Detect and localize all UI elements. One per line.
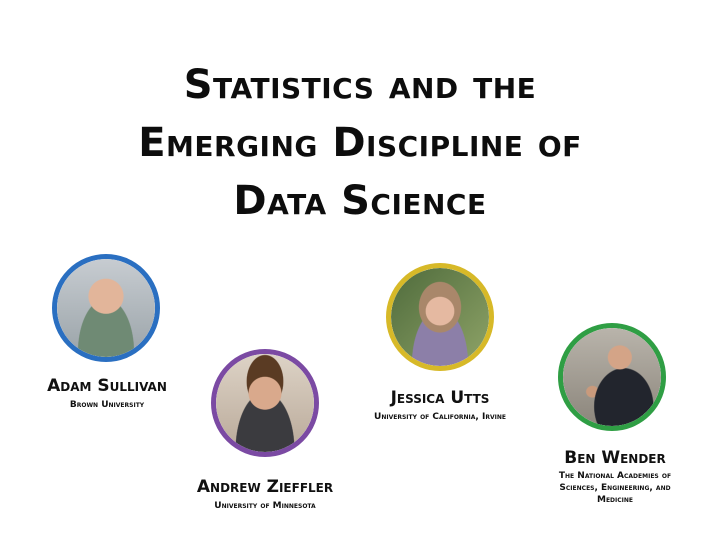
affiliation-line: Medicine	[596, 495, 634, 505]
speaker-affiliation-andrew-zieffler: University of Minnesota	[214, 501, 316, 511]
speaker-name-ben-wender: Ben Wender	[564, 448, 666, 468]
title-line-2: Emerging Discipline of	[138, 120, 582, 166]
photo-ben-wender	[563, 328, 661, 426]
photo-jessica-utts	[391, 268, 489, 366]
avatar-adam-sullivan	[52, 254, 160, 362]
title-line-3: Data Science	[233, 178, 487, 224]
photo-adam-sullivan	[57, 259, 155, 357]
slide-title: Statistics and the Emerging Discipline o…	[0, 56, 720, 230]
speaker-affiliation-adam-sullivan: Brown University	[69, 400, 145, 410]
avatar-ben-wender	[558, 323, 666, 431]
affiliation-line: Sciences, Engineering, and	[559, 483, 671, 493]
speaker-affiliation-jessica-utts: University of California, Irvine	[374, 412, 506, 422]
affiliation-line: The National Academies of	[558, 471, 672, 481]
speaker-name-andrew-zieffler: Andrew Zieffler	[196, 477, 334, 497]
avatar-jessica-utts	[386, 263, 494, 371]
speaker-name-jessica-utts: Jessica Utts	[390, 388, 490, 408]
avatar-andrew-zieffler	[211, 349, 319, 457]
speaker-name-adam-sullivan: Adam Sullivan	[47, 376, 167, 396]
photo-andrew-zieffler	[216, 354, 314, 452]
speaker-affiliation-ben-wender: The National Academies of Sciences, Engi…	[535, 470, 695, 506]
title-line-1: Statistics and the	[183, 62, 537, 108]
